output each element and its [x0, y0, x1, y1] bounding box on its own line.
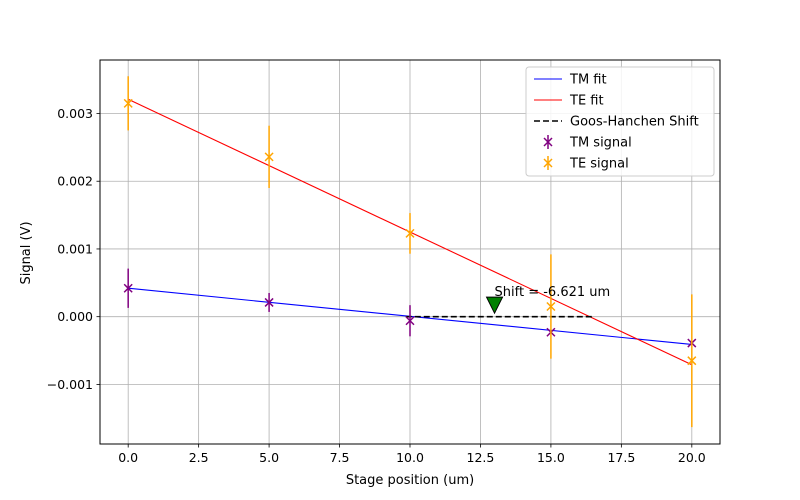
- legend-item-te-signal-swatch-stroke-b: [543, 158, 553, 168]
- tm-signal-point-0: [123, 283, 133, 293]
- legend-item-tm-signal-swatch: [543, 137, 553, 147]
- tm-signal-point-1: [264, 297, 274, 307]
- x-tick-label-7: 17.5: [607, 450, 635, 465]
- te-signal-point-2-stroke-b: [405, 228, 415, 238]
- legend-item-tm-fit-label: TM fit: [569, 73, 607, 88]
- x-axis-label: Stage position (um): [346, 473, 474, 488]
- te-signal-point-1: [264, 152, 274, 162]
- te-signal-point-0-stroke-b: [123, 98, 133, 108]
- y-tick-label-1: 0.000: [57, 309, 93, 324]
- x-tick-label-8: 20.0: [678, 450, 706, 465]
- x-tick-label-2: 5.0: [259, 450, 279, 465]
- x-tick-label-1: 2.5: [189, 450, 209, 465]
- x-tick-label-5: 12.5: [467, 450, 495, 465]
- plot-series: [123, 76, 697, 428]
- x-tick-label-6: 15.0: [537, 450, 565, 465]
- legend-item-te-fit-label: TE fit: [569, 94, 604, 109]
- y-tick-label-4: 0.003: [57, 106, 93, 121]
- tm-signal-point-0-stroke-b: [123, 283, 133, 293]
- te-signal-point-0: [123, 98, 133, 108]
- legend-item-goos-hanchen-shift-label: Goos-Hanchen Shift: [570, 115, 699, 130]
- legend-item-te-signal-label: TE signal: [569, 157, 629, 172]
- legend: TM fit TE fit Goos-Hanchen Shift TM signal T…: [525, 66, 715, 177]
- te-signal-point-1-stroke-b: [264, 152, 274, 162]
- te-signal-point-4: [687, 356, 697, 366]
- shift-annotation-0: Shift = -6.621 um: [495, 285, 611, 300]
- te-signal-point-2: [405, 228, 415, 238]
- y-tick-label-0: −0.001: [47, 377, 93, 392]
- legend-item-te-signal-swatch: [543, 158, 553, 168]
- x-tick-label-3: 7.5: [330, 450, 350, 465]
- legend-item-tm-fit: TM fit: [534, 73, 607, 88]
- shift-marker-icon: [485, 296, 504, 315]
- te-signal-point-3: [546, 301, 556, 312]
- legend-item-te-fit: TE fit: [534, 94, 604, 109]
- legend-item-goos-hanchen-shift: Goos-Hanchen Shift: [534, 115, 699, 130]
- legend-item-te-signal: TE signal: [543, 156, 629, 172]
- tm-signal-point-1-stroke-b: [264, 297, 274, 307]
- tm-signal-point-2: [405, 316, 415, 326]
- x-tick-label-0: 0.0: [118, 450, 138, 465]
- y-tick-label-2: 0.001: [57, 241, 93, 256]
- axis-ticks: 0.0 2.5 5.0 7.5 10.0 12.5 15.0 17.5 20.0 −0.001 0.…: [47, 106, 706, 465]
- y-axis-label: Signal (V): [19, 221, 34, 284]
- tm-signal-point-2-stroke-b: [405, 316, 415, 326]
- legend-box: [525, 66, 715, 177]
- legend-item-tm-signal-label: TM signal: [569, 136, 632, 151]
- te-signal-point-3-stroke-b: [546, 301, 556, 312]
- legend-item-tm-signal: TM signal: [543, 135, 632, 151]
- x-tick-label-4: 10.0: [396, 450, 424, 465]
- y-tick-label-3: 0.002: [57, 174, 93, 189]
- annotations: Shift = -6.621 um: [485, 285, 611, 315]
- legend-item-tm-signal-swatch-stroke-b: [543, 137, 553, 147]
- te-signal-point-4-stroke-b: [687, 356, 697, 366]
